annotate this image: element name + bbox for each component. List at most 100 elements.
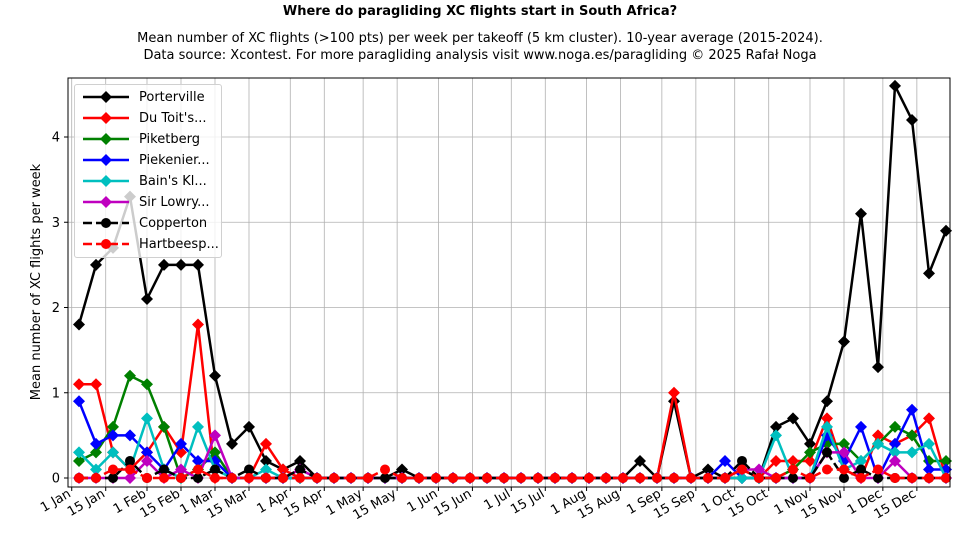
data-point <box>839 464 849 475</box>
chart-subtitle-line2: Data source: Xcontest. For more paraglid… <box>143 48 817 63</box>
data-point <box>855 207 867 220</box>
data-point <box>923 437 935 450</box>
data-point <box>141 446 153 459</box>
data-point <box>124 429 136 442</box>
y-tick-label: 1 <box>52 386 60 401</box>
data-point <box>243 420 255 433</box>
legend-label: Copperton <box>139 215 208 231</box>
data-point <box>838 446 850 459</box>
data-point <box>90 258 102 271</box>
data-point <box>923 267 935 280</box>
data-point <box>90 446 102 459</box>
legend-label: Piekenier... <box>139 152 210 168</box>
data-point <box>294 454 306 467</box>
data-point <box>380 473 390 483</box>
circle-marker-icon <box>83 239 129 249</box>
data-point <box>159 464 169 475</box>
data-point <box>906 113 918 126</box>
data-point <box>787 454 799 467</box>
data-point <box>940 224 952 237</box>
data-point <box>703 473 713 483</box>
data-point <box>889 454 901 467</box>
data-point <box>482 473 492 483</box>
data-point <box>634 454 646 467</box>
data-point <box>924 473 934 483</box>
x-tick-label: 15 Oct <box>726 486 771 521</box>
data-point <box>108 464 118 475</box>
diamond-marker-icon <box>83 91 129 103</box>
data-point <box>158 420 170 433</box>
data-point <box>261 473 271 483</box>
chart-legend: Porterville Du Toit's... Piketberg Pieke… <box>74 84 222 258</box>
data-point <box>753 463 765 476</box>
data-point <box>107 446 119 459</box>
data-point <box>192 258 204 271</box>
data-point <box>838 335 850 348</box>
data-point <box>260 437 272 450</box>
legend-item-piekenier: Piekenier... <box>81 150 210 170</box>
data-point <box>176 473 186 483</box>
data-point <box>923 463 935 476</box>
data-point <box>770 429 782 442</box>
data-point <box>906 403 918 416</box>
data-point <box>363 473 373 483</box>
legend-item-porterville: Porterville <box>81 87 205 107</box>
data-point <box>193 473 203 483</box>
data-point <box>124 369 136 382</box>
data-point <box>719 454 731 467</box>
data-point <box>804 454 816 467</box>
legend-label: Du Toit's... <box>139 110 207 126</box>
data-point <box>736 472 748 484</box>
data-point <box>567 473 577 483</box>
data-point <box>940 454 952 467</box>
data-point <box>329 473 339 483</box>
data-point <box>209 429 221 442</box>
data-point <box>771 473 781 483</box>
legend-item-hartbeespoort: Hartbeesp... <box>81 234 219 254</box>
data-point <box>941 473 951 483</box>
x-tick-label: 15 Apr <box>281 486 326 521</box>
data-point <box>260 463 272 476</box>
data-point <box>192 318 204 331</box>
data-point <box>141 292 153 305</box>
data-point <box>141 454 153 467</box>
data-point <box>91 473 101 483</box>
diamond-marker-icon <box>83 196 129 208</box>
data-point <box>90 463 102 476</box>
data-point <box>669 473 679 483</box>
data-point <box>295 473 305 483</box>
data-point <box>448 473 458 483</box>
data-point <box>192 420 204 433</box>
data-point <box>804 446 816 459</box>
data-point <box>533 473 543 483</box>
data-point <box>73 378 85 391</box>
diamond-marker-icon <box>83 154 129 166</box>
data-point <box>141 378 153 391</box>
data-point <box>550 473 560 483</box>
data-point <box>73 454 85 467</box>
data-point <box>822 464 832 475</box>
data-point <box>124 472 136 484</box>
series-line <box>79 468 946 480</box>
data-point <box>737 455 747 466</box>
legend-label: Hartbeesp... <box>139 236 219 252</box>
data-point <box>90 378 102 391</box>
data-point <box>499 473 509 483</box>
legend-item-du-toits: Du Toit's... <box>81 108 207 128</box>
data-point <box>278 473 288 483</box>
data-point <box>209 369 221 382</box>
data-point <box>584 473 594 483</box>
circle-marker-icon <box>83 218 129 228</box>
data-point <box>175 437 187 450</box>
data-point <box>838 437 850 450</box>
series-group <box>73 79 952 484</box>
legend-item-piketberg: Piketberg <box>81 129 200 149</box>
data-point <box>125 455 135 466</box>
data-point <box>141 412 153 425</box>
data-point <box>702 463 714 476</box>
legend-label: Porterville <box>139 89 205 105</box>
plot-frame <box>67 77 951 488</box>
data-point <box>175 258 187 271</box>
